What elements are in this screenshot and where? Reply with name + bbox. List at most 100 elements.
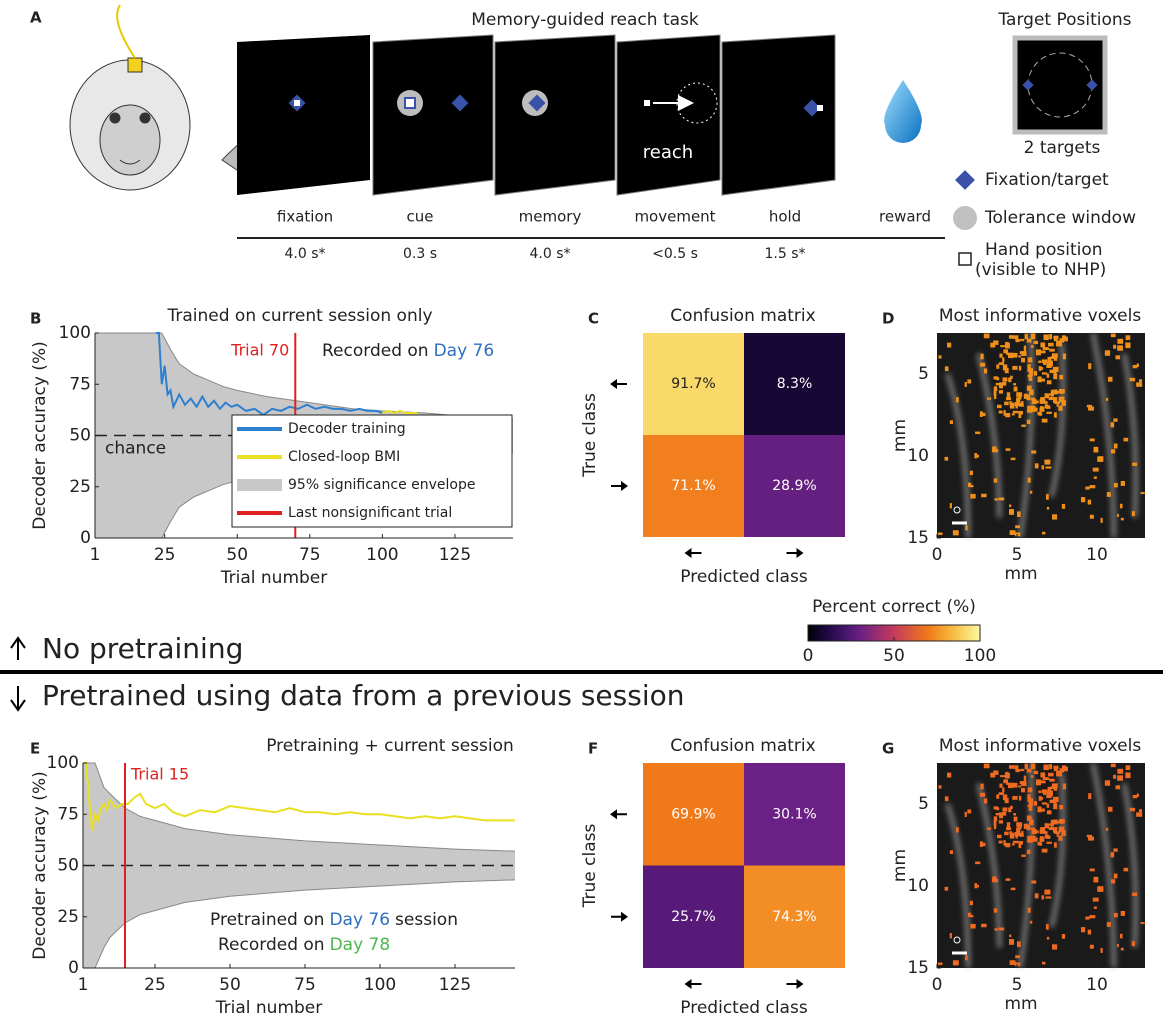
panel-label: F [588,740,598,758]
voxel [1015,402,1017,408]
voxel [1046,924,1049,930]
voxel [1034,801,1037,806]
voxel [1040,351,1045,354]
voxel [1113,848,1117,851]
voxel [1027,339,1032,343]
voxel [1047,380,1052,384]
voxel [1053,397,1057,403]
targets-title: Target Positions [997,10,1131,30]
x-axis-label: mm [1004,994,1037,1014]
voxel [1038,361,1041,363]
voxel [1113,345,1116,349]
y-axis-label: True class [580,824,600,909]
chart-title: Confusion matrix [670,736,815,756]
voxel [1007,392,1010,397]
voxel [1029,806,1033,811]
y-tick-label: 5 [918,794,929,814]
voxel [992,449,998,452]
voxel [980,784,983,790]
voxel [1046,412,1051,414]
voxel [1038,376,1042,382]
y-tick-label: 10 [907,876,929,896]
voxel [1058,836,1062,841]
y-tick-label: 5 [918,364,929,384]
voxel [1003,377,1008,381]
voxel [1008,377,1011,382]
voxel [1006,397,1011,400]
voxel [1003,794,1007,800]
voxel [1042,465,1045,469]
voxel [1045,404,1049,408]
voxel [1105,350,1110,356]
voxel [1137,793,1139,796]
voxel [1007,822,1010,827]
voxel [1016,392,1022,397]
phase-duration: 4.0 s* [284,246,325,262]
voxel [1088,837,1094,841]
voxel [1031,763,1036,769]
voxel [945,366,949,371]
voxel [1000,345,1005,347]
voxel [965,525,967,530]
voxel [1015,832,1017,838]
voxel [1139,809,1142,812]
voxel [1009,504,1011,507]
phase-duration: 4.0 s* [529,246,570,262]
voxel [1126,335,1131,340]
voxel [1053,766,1058,769]
voxel [1038,791,1041,793]
voxel [1029,798,1033,803]
voxel [970,471,973,475]
voxel [1003,364,1007,370]
voxel [994,376,998,379]
legend-label: Closed-loop BMI [288,449,400,465]
voxel [1019,366,1021,371]
voxel [982,413,985,416]
phase-name: movement [634,208,715,226]
reach-label: reach [643,142,693,163]
x-tick-label: 5 [1012,975,1023,995]
voxel [999,820,1003,823]
voxel [1085,917,1089,920]
divider-above: No pretraining [42,632,243,665]
voxel [1059,338,1062,343]
voxel [969,915,973,917]
cell-label: 74.3% [772,909,816,925]
voxel [1009,335,1014,339]
voxel [1136,812,1142,816]
voxel [1020,339,1024,341]
voxel [1059,827,1065,833]
x-tick-label: 125 [439,975,471,995]
voxel [1106,398,1108,401]
voxel [1111,852,1115,857]
voxel [1117,775,1123,780]
voxel [1057,403,1059,407]
x-tick-label: 75 [294,975,316,995]
voxel [1031,880,1036,883]
voxel [987,828,991,830]
voxel [1000,775,1005,777]
y-tick-label: 25 [57,907,79,927]
voxel [1101,948,1103,953]
voxel [999,812,1003,818]
voxel [1027,420,1031,424]
voxel [1030,491,1032,494]
voxel [1108,807,1113,812]
voxel [1130,378,1136,381]
voxel [1101,518,1103,523]
voxel [1039,367,1043,370]
voxel [1046,394,1049,398]
y-tick-label: 15 [907,958,929,978]
voxel [1114,913,1118,917]
voxel [967,379,971,383]
class-arrow-head [797,979,804,989]
marker-label: Trial 70 [230,341,289,360]
x-tick-label: 100 [366,545,398,565]
voxel [1014,335,1018,339]
task-title: Memory-guided reach task [471,10,699,30]
voxel [1051,356,1055,359]
voxel [1012,796,1017,800]
voxel [1017,511,1021,517]
voxel [1002,787,1004,792]
voxel [990,343,995,348]
